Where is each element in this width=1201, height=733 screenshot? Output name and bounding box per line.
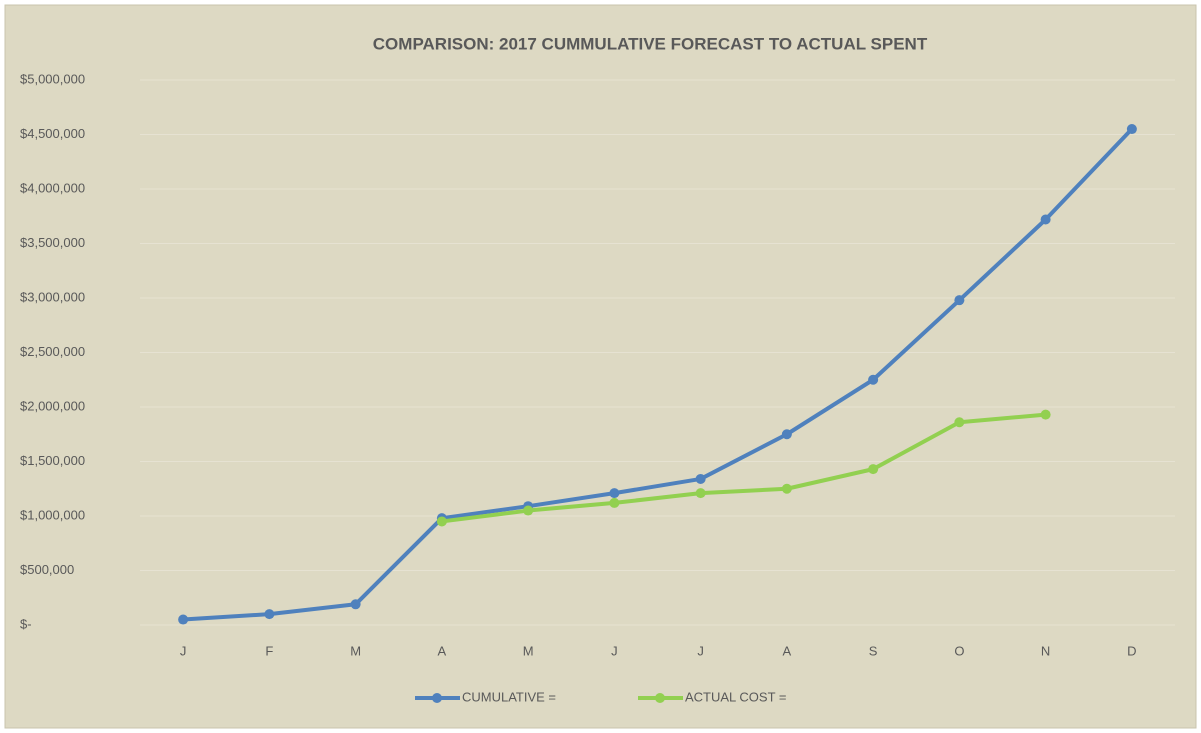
y-tick-label: $5,000,000 <box>20 71 85 86</box>
x-tick-label: N <box>1041 643 1050 658</box>
x-tick-label: F <box>265 643 273 658</box>
y-tick-label: $3,000,000 <box>20 289 85 304</box>
x-tick-label: M <box>350 643 361 658</box>
x-tick-label: O <box>954 643 964 658</box>
point-marker <box>178 614 189 625</box>
y-tick-label: $- <box>20 616 32 631</box>
y-tick-label: $1,000,000 <box>20 507 85 522</box>
point-marker <box>436 516 447 527</box>
point-marker <box>781 429 792 440</box>
point-marker <box>868 464 879 475</box>
point-marker <box>1040 409 1051 420</box>
point-marker <box>695 488 706 499</box>
y-tick-label: $4,500,000 <box>20 126 85 141</box>
legend-marker <box>432 693 442 703</box>
series-line <box>182 127 1134 622</box>
y-tick-label: $4,000,000 <box>20 180 85 195</box>
point-marker <box>954 295 965 306</box>
series-line <box>441 412 1046 524</box>
x-tick-label: J <box>611 643 618 658</box>
point-marker <box>1126 124 1137 135</box>
x-tick-label: S <box>869 643 878 658</box>
legend-marker <box>655 693 665 703</box>
x-tick-label: A <box>438 643 447 658</box>
point-marker <box>954 417 965 428</box>
chart-title: COMPARISON: 2017 CUMMULATIVE FORECAST TO… <box>373 34 928 53</box>
y-tick-label: $500,000 <box>20 562 74 577</box>
point-marker <box>695 473 706 484</box>
x-tick-label: M <box>523 643 534 658</box>
y-tick-label: $2,500,000 <box>20 344 85 359</box>
legend-label: CUMULATIVE = <box>462 689 556 704</box>
x-tick-label: J <box>697 643 704 658</box>
point-marker <box>523 505 534 516</box>
y-tick-label: $3,500,000 <box>20 235 85 250</box>
point-marker <box>1040 214 1051 225</box>
point-marker <box>264 609 275 620</box>
y-tick-label: $2,000,000 <box>20 398 85 413</box>
point-marker <box>781 483 792 494</box>
point-marker <box>609 497 620 508</box>
chart-background <box>4 4 1197 729</box>
legend-label: ACTUAL COST = <box>685 689 787 704</box>
point-marker <box>609 488 620 499</box>
point-marker <box>868 374 879 385</box>
x-tick-label: A <box>783 643 792 658</box>
x-tick-label: D <box>1127 643 1136 658</box>
x-tick-label: J <box>180 643 187 658</box>
y-tick-label: $1,500,000 <box>20 453 85 468</box>
point-marker <box>350 599 361 610</box>
